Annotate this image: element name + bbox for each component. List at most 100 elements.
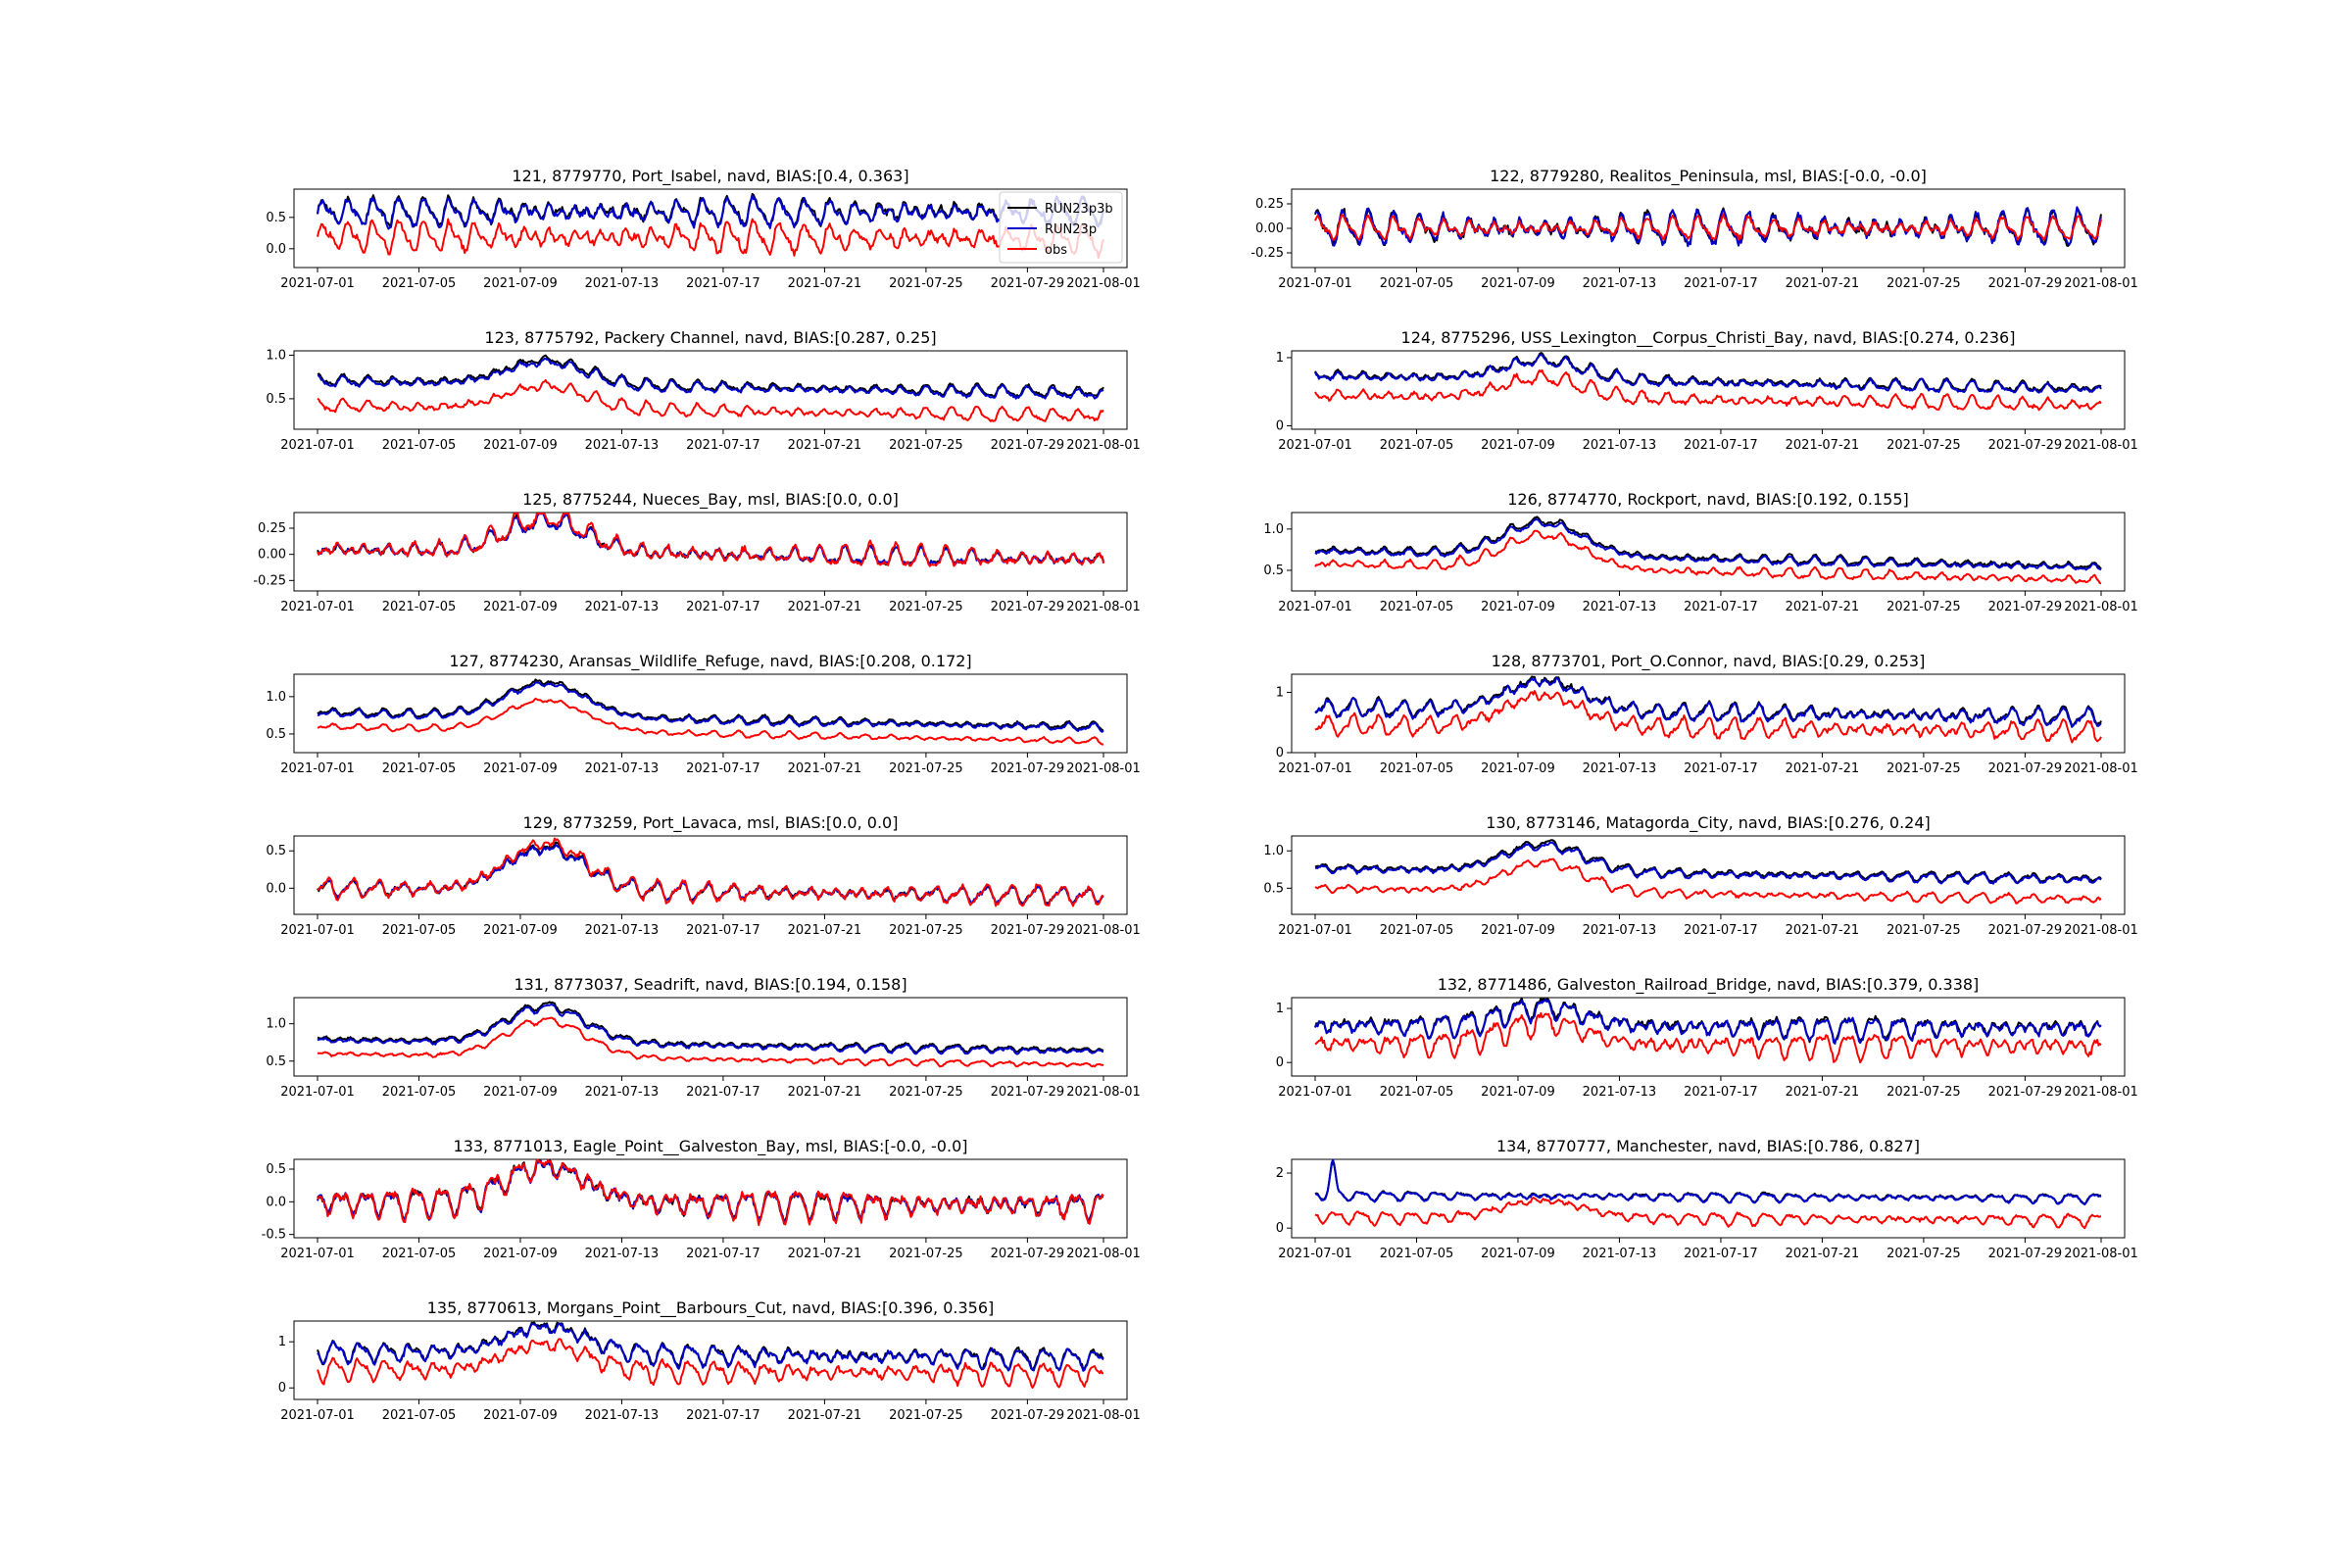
x-tick-label: 2021-07-29 (1988, 923, 2063, 938)
x-tick-label: 2021-07-17 (1684, 600, 1758, 614)
x-tick-label: 2021-08-01 (2064, 600, 2138, 614)
y-tick-label: -0.25 (1250, 246, 1284, 261)
panel-title: 122, 8779280, Realitos_Peninsula, msl, B… (1490, 167, 1927, 186)
panel-12: 132, 8771486, Galveston_Railroad_Bridge,… (1276, 975, 2138, 1100)
y-tick-label: 0.5 (1263, 564, 1284, 578)
plot-frame (1291, 997, 2126, 1077)
series-run23p (317, 194, 1104, 230)
x-tick-label: 2021-07-05 (382, 1085, 457, 1100)
series-run23p (317, 358, 1104, 400)
x-tick-label: 2021-07-17 (1684, 1085, 1758, 1100)
plot-frame (293, 1158, 1128, 1239)
x-tick-label: 2021-07-29 (1988, 438, 2063, 453)
x-tick-label: 2021-07-29 (991, 276, 1065, 291)
panel-8: 128, 8773701, Port_O.Connor, navd, BIAS:… (1276, 652, 2138, 776)
x-tick-label: 2021-07-29 (1988, 600, 2063, 614)
x-tick-label: 2021-07-29 (1988, 1085, 2063, 1100)
x-tick-label: 2021-07-21 (788, 600, 862, 614)
y-tick-label: 0.0 (266, 881, 286, 896)
y-tick-label: 0.5 (1263, 881, 1284, 896)
panel-5: 125, 8775244, Nueces_Bay, msl, BIAS:[0.0… (253, 490, 1140, 614)
x-tick-label: 2021-07-21 (788, 1247, 862, 1261)
x-tick-label: 2021-08-01 (1066, 1247, 1141, 1261)
x-tick-label: 2021-07-05 (382, 600, 457, 614)
x-tick-label: 2021-07-05 (382, 276, 457, 291)
y-tick-label: 1.0 (1263, 844, 1284, 858)
x-tick-label: 2021-08-01 (2064, 276, 2138, 291)
x-tick-label: 2021-07-05 (382, 761, 457, 776)
x-tick-label: 2021-07-09 (483, 761, 558, 776)
x-tick-label: 2021-08-01 (1066, 438, 1141, 453)
x-tick-label: 2021-07-01 (280, 923, 355, 938)
x-tick-label: 2021-07-13 (1583, 438, 1657, 453)
x-tick-label: 2021-07-01 (1278, 761, 1352, 776)
x-tick-label: 2021-07-09 (483, 438, 558, 453)
series-run23p3b (1314, 207, 2102, 247)
x-tick-label: 2021-07-09 (1481, 276, 1555, 291)
x-tick-label: 2021-07-25 (889, 1408, 963, 1423)
x-tick-label: 2021-07-21 (1786, 276, 1860, 291)
panel-title: 121, 8779770, Port_Isabel, navd, BIAS:[0… (512, 167, 908, 186)
x-tick-label: 2021-07-25 (1886, 276, 1961, 291)
x-tick-label: 2021-07-25 (889, 1247, 963, 1261)
panel-3: 123, 8775792, Packery Channel, navd, BIA… (266, 328, 1140, 453)
x-tick-label: 2021-07-05 (382, 1408, 457, 1423)
x-tick-label: 2021-07-29 (991, 1085, 1065, 1100)
series-obs (1314, 1011, 2102, 1064)
x-tick-label: 2021-08-01 (2064, 761, 2138, 776)
x-tick-label: 2021-07-01 (280, 1408, 355, 1423)
series-obs (317, 1016, 1104, 1068)
panel-4: 124, 8775296, USS_Lexington__Corpus_Chri… (1276, 328, 2138, 453)
x-tick-label: 2021-07-25 (1886, 600, 1961, 614)
panel-title: 133, 8771013, Eagle_Point__Galveston_Bay… (454, 1137, 968, 1156)
x-tick-label: 2021-07-01 (280, 600, 355, 614)
x-tick-label: 2021-07-09 (483, 276, 558, 291)
x-tick-label: 2021-08-01 (2064, 1247, 2138, 1261)
plot-frame (1291, 512, 2126, 592)
series-obs (317, 218, 1104, 260)
series-run23p (1314, 517, 2102, 571)
x-tick-label: 2021-07-01 (1278, 1085, 1352, 1100)
panel-10: 130, 8773146, Matagorda_City, navd, BIAS… (1263, 813, 2137, 938)
x-tick-label: 2021-07-13 (1583, 1247, 1657, 1261)
x-tick-label: 2021-07-21 (1786, 600, 1860, 614)
x-tick-label: 2021-07-29 (991, 1408, 1065, 1423)
series-obs (1314, 858, 2102, 905)
x-tick-label: 2021-07-21 (788, 923, 862, 938)
x-tick-label: 2021-07-21 (1786, 1085, 1860, 1100)
x-tick-label: 2021-07-13 (585, 276, 660, 291)
x-tick-label: 2021-07-01 (280, 438, 355, 453)
x-tick-label: 2021-07-25 (889, 1085, 963, 1100)
x-tick-label: 2021-07-17 (686, 1408, 760, 1423)
x-tick-label: 2021-07-13 (1583, 1085, 1657, 1100)
x-tick-label: 2021-07-13 (1583, 761, 1657, 776)
series-run23p (1314, 998, 2102, 1045)
x-tick-label: 2021-07-17 (1684, 761, 1758, 776)
y-tick-label: -0.5 (262, 1228, 286, 1243)
panel-6: 126, 8774770, Rockport, navd, BIAS:[0.19… (1263, 490, 2137, 614)
x-tick-label: 2021-07-25 (889, 438, 963, 453)
x-tick-label: 2021-07-09 (483, 1085, 558, 1100)
panel-title: 128, 8773701, Port_O.Connor, navd, BIAS:… (1492, 652, 1926, 671)
x-tick-label: 2021-07-29 (991, 438, 1065, 453)
panel-15: 135, 8770613, Morgans_Point__Barbours_Cu… (278, 1298, 1141, 1423)
x-tick-label: 2021-07-09 (1481, 923, 1555, 938)
x-tick-label: 2021-07-05 (1380, 1247, 1454, 1261)
panel-title: 126, 8774770, Rockport, navd, BIAS:[0.19… (1507, 490, 1909, 509)
y-tick-label: 0 (278, 1381, 286, 1396)
y-tick-label: 0.25 (258, 521, 286, 536)
plot-frame (1291, 673, 2126, 754)
x-tick-label: 2021-07-09 (1481, 1247, 1555, 1261)
x-tick-label: 2021-07-21 (1786, 923, 1860, 938)
y-tick-label: 1 (1276, 1002, 1284, 1016)
x-tick-label: 2021-07-13 (585, 600, 660, 614)
panel-title: 131, 8773037, Seadrift, navd, BIAS:[0.19… (514, 975, 906, 994)
plot-frame (293, 350, 1128, 430)
legend-label: RUN23p (1045, 222, 1097, 237)
plot-frame (293, 1320, 1128, 1400)
x-tick-label: 2021-07-17 (1684, 438, 1758, 453)
x-tick-label: 2021-07-01 (280, 761, 355, 776)
x-tick-label: 2021-07-25 (1886, 1085, 1961, 1100)
x-tick-label: 2021-07-25 (1886, 438, 1961, 453)
